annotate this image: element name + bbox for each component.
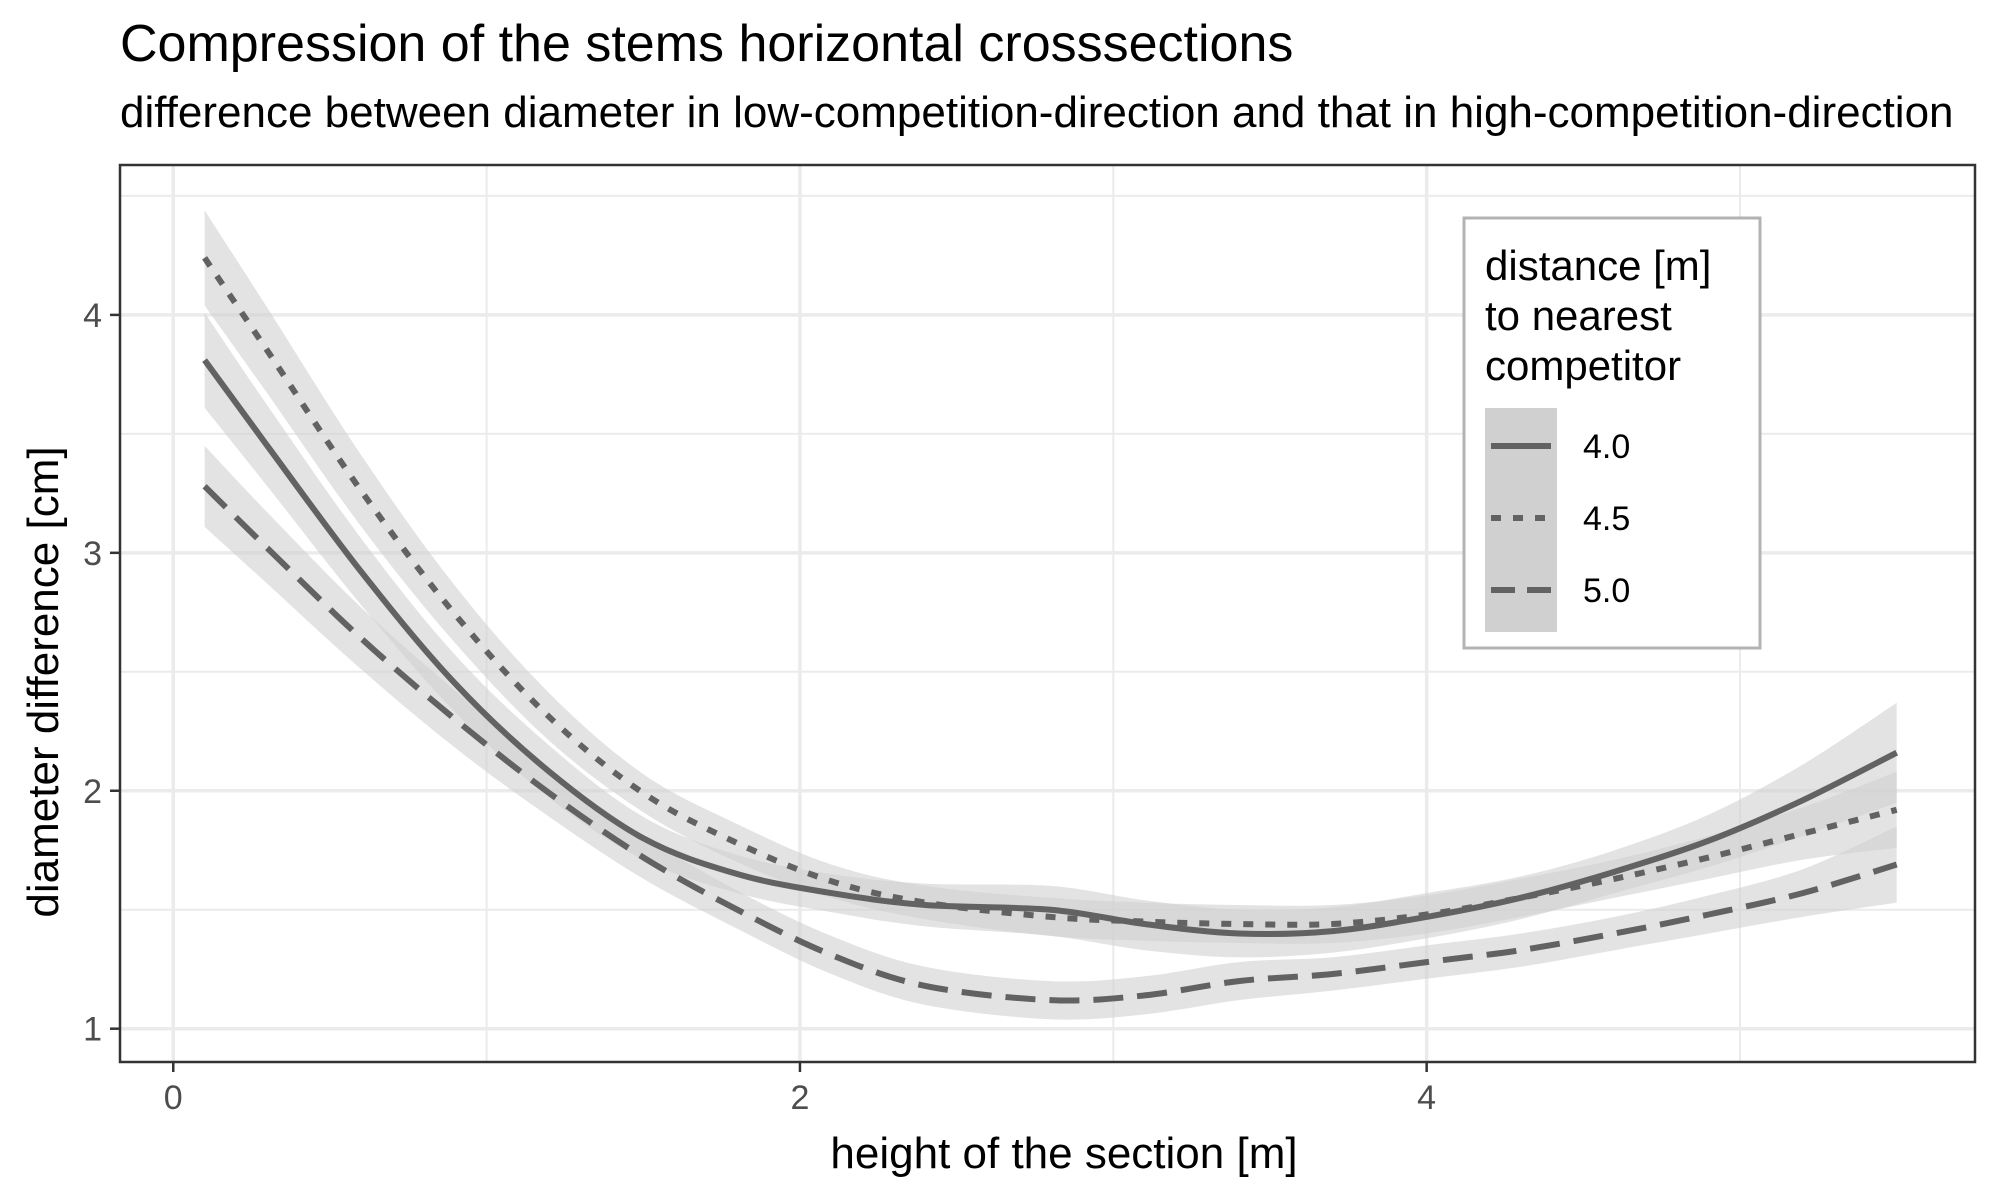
series-line-5.0 [202,484,1898,1004]
panel-border [118,163,1977,1064]
x-axis-title: height of the section [m] [830,1129,1297,1178]
series-lines [202,256,1899,1004]
chart-title: Compression of the stems horizontal cros… [120,15,1294,73]
axes: 0 2 4 1 2 3 4 [83,297,1436,1117]
confidence-ribbons [204,210,1897,1020]
y-tick-label: 4 [83,297,102,335]
y-tick-label: 3 [83,535,102,573]
legend-title-line: to nearest [1485,292,1672,339]
legend-label: 4.5 [1583,500,1630,538]
legend-label: 4.0 [1583,428,1630,466]
legend-title-line: competitor [1485,342,1681,389]
y-tick-label: 2 [83,773,102,811]
legend-title-line: distance [m] [1485,242,1711,289]
x-tick-label: 4 [1417,1079,1436,1117]
legend-label: 5.0 [1583,572,1630,610]
y-tick-label: 1 [83,1011,102,1049]
ribbon-4.5 [204,210,1897,944]
y-axis-title: diameter difference [cm] [19,446,68,917]
series-line-4.0 [202,358,1899,938]
x-tick-label: 2 [790,1079,809,1117]
x-tick-label: 0 [164,1079,183,1117]
series-line-4.5 [202,256,1898,928]
chart-subtitle: difference between diameter in low-compe… [120,88,1954,137]
